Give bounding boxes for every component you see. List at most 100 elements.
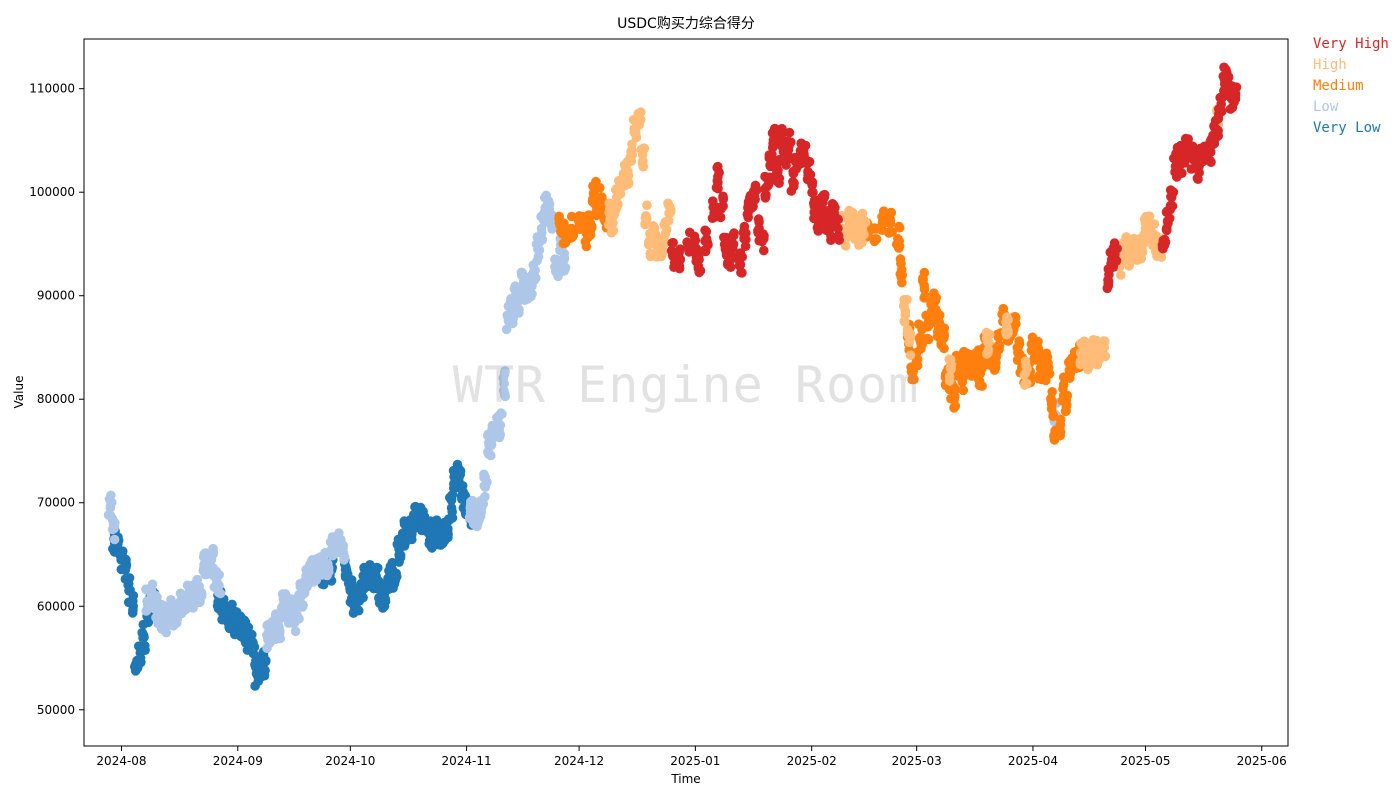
- data-point: [1194, 167, 1204, 178]
- data-point: [1213, 131, 1223, 141]
- data-point: [638, 143, 649, 153]
- x-tick-label: 2025-03: [892, 754, 942, 768]
- data-point: [1111, 255, 1121, 265]
- x-tick-label: 2025-06: [1237, 754, 1287, 768]
- data-point: [374, 576, 384, 587]
- data-point: [879, 206, 889, 216]
- data-point: [1061, 396, 1071, 406]
- data-point: [415, 504, 425, 514]
- data-point: [537, 228, 547, 238]
- data-point: [528, 275, 538, 286]
- data-point: [950, 384, 961, 395]
- data-point: [914, 333, 925, 343]
- data-point: [700, 225, 710, 236]
- data-point: [208, 547, 218, 558]
- data-point: [725, 262, 736, 273]
- data-point: [695, 266, 706, 276]
- data-point: [134, 656, 145, 666]
- data-point: [919, 284, 930, 294]
- data-point: [324, 567, 334, 577]
- data-point: [708, 202, 718, 213]
- data-point: [591, 210, 602, 221]
- data-point: [636, 107, 646, 117]
- data-point: [1001, 327, 1011, 338]
- data-point: [712, 176, 723, 186]
- data-point: [715, 212, 726, 223]
- data-point: [642, 200, 652, 210]
- data-point: [378, 603, 388, 613]
- data-point: [395, 552, 406, 563]
- data-point: [1100, 351, 1110, 361]
- data-point: [713, 161, 723, 172]
- data-point: [494, 432, 505, 443]
- y-tick-label: 50000: [37, 703, 75, 717]
- x-tick-label: 2024-09: [213, 754, 263, 768]
- data-point: [783, 144, 794, 155]
- data-point: [894, 221, 904, 232]
- data-point: [258, 651, 269, 661]
- data-point: [854, 240, 864, 250]
- data-point: [338, 543, 348, 553]
- data-point: [729, 230, 739, 241]
- data-point: [1055, 420, 1066, 430]
- data-point: [718, 191, 728, 202]
- data-point: [896, 272, 907, 283]
- data-point: [741, 228, 751, 238]
- data-point: [318, 579, 329, 590]
- data-point: [750, 194, 760, 205]
- data-point: [372, 563, 382, 573]
- data-point: [559, 263, 570, 274]
- data-point: [247, 629, 257, 640]
- data-point: [626, 156, 637, 166]
- data-point: [1206, 157, 1216, 167]
- data-point: [939, 323, 950, 333]
- plot-frame: [83, 38, 1289, 747]
- x-tick-label: 2024-12: [554, 754, 604, 768]
- data-point: [945, 354, 956, 365]
- data-point: [443, 529, 453, 540]
- data-point: [1116, 270, 1126, 280]
- data-point: [717, 201, 728, 211]
- data-point: [494, 425, 505, 435]
- data-point: [530, 265, 540, 276]
- data-point: [783, 136, 793, 146]
- x-tick-label: 2025-04: [1008, 754, 1058, 768]
- data-point: [767, 128, 778, 138]
- data-point: [496, 408, 506, 418]
- data-point: [623, 171, 634, 181]
- data-point: [1143, 211, 1153, 222]
- data-point: [994, 340, 1005, 350]
- data-point: [804, 157, 815, 167]
- y-tick-label: 110000: [29, 82, 75, 96]
- data-point: [290, 626, 301, 637]
- data-point: [826, 231, 836, 241]
- data-point: [623, 177, 634, 188]
- data-point: [1166, 191, 1176, 202]
- data-point: [611, 204, 621, 215]
- data-point: [161, 627, 171, 638]
- data-point: [950, 391, 960, 402]
- data-point: [323, 559, 333, 569]
- data-point: [546, 218, 557, 228]
- y-tick-label: 60000: [37, 599, 75, 613]
- data-point: [1046, 396, 1057, 406]
- data-point: [772, 158, 783, 168]
- data-point: [641, 214, 652, 224]
- data-point: [447, 513, 458, 523]
- legend-item-high: High: [1313, 57, 1347, 73]
- data-point: [380, 594, 391, 604]
- data-point: [1042, 358, 1053, 369]
- data-point: [194, 581, 204, 591]
- data-point: [919, 267, 930, 278]
- data-point: [840, 241, 851, 251]
- data-point: [299, 587, 310, 597]
- data-point: [728, 239, 739, 249]
- data-point: [869, 224, 879, 234]
- data-point: [663, 215, 674, 226]
- data-point: [799, 149, 809, 159]
- data-point: [914, 319, 924, 330]
- data-point: [627, 148, 637, 159]
- data-point: [982, 349, 992, 359]
- data-point: [664, 208, 674, 219]
- x-tick-label: 2024-10: [325, 754, 375, 768]
